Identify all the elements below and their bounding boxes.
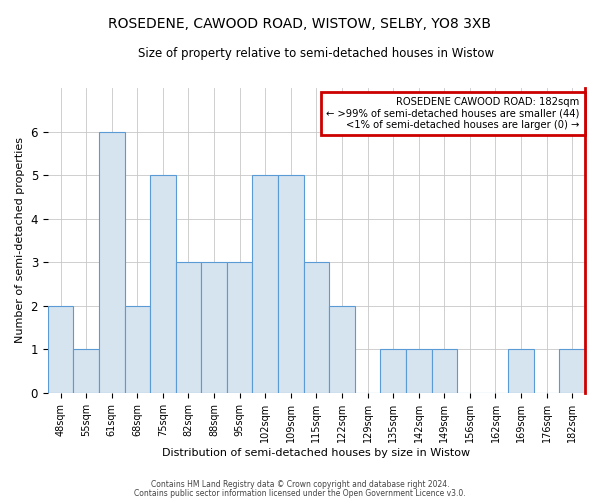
Bar — [150, 175, 176, 393]
X-axis label: Distribution of semi-detached houses by size in Wistow: Distribution of semi-detached houses by … — [163, 448, 470, 458]
Bar — [125, 306, 150, 393]
Text: ROSEDENE, CAWOOD ROAD, WISTOW, SELBY, YO8 3XB: ROSEDENE, CAWOOD ROAD, WISTOW, SELBY, YO… — [109, 18, 491, 32]
Bar — [380, 350, 406, 393]
Bar — [99, 132, 125, 393]
Text: ROSEDENE CAWOOD ROAD: 182sqm
← >99% of semi-detached houses are smaller (44)
<1%: ROSEDENE CAWOOD ROAD: 182sqm ← >99% of s… — [326, 97, 580, 130]
Bar — [73, 350, 99, 393]
Bar — [253, 175, 278, 393]
Title: Size of property relative to semi-detached houses in Wistow: Size of property relative to semi-detach… — [139, 48, 494, 60]
Bar — [227, 262, 253, 393]
Bar — [431, 350, 457, 393]
Bar — [508, 350, 534, 393]
Bar — [278, 175, 304, 393]
Bar — [406, 350, 431, 393]
Bar — [559, 350, 585, 393]
Bar — [48, 306, 73, 393]
Bar — [304, 262, 329, 393]
Bar — [329, 306, 355, 393]
Bar — [176, 262, 201, 393]
Bar — [201, 262, 227, 393]
Text: Contains public sector information licensed under the Open Government Licence v3: Contains public sector information licen… — [134, 488, 466, 498]
Text: Contains HM Land Registry data © Crown copyright and database right 2024.: Contains HM Land Registry data © Crown c… — [151, 480, 449, 489]
Y-axis label: Number of semi-detached properties: Number of semi-detached properties — [15, 138, 25, 344]
